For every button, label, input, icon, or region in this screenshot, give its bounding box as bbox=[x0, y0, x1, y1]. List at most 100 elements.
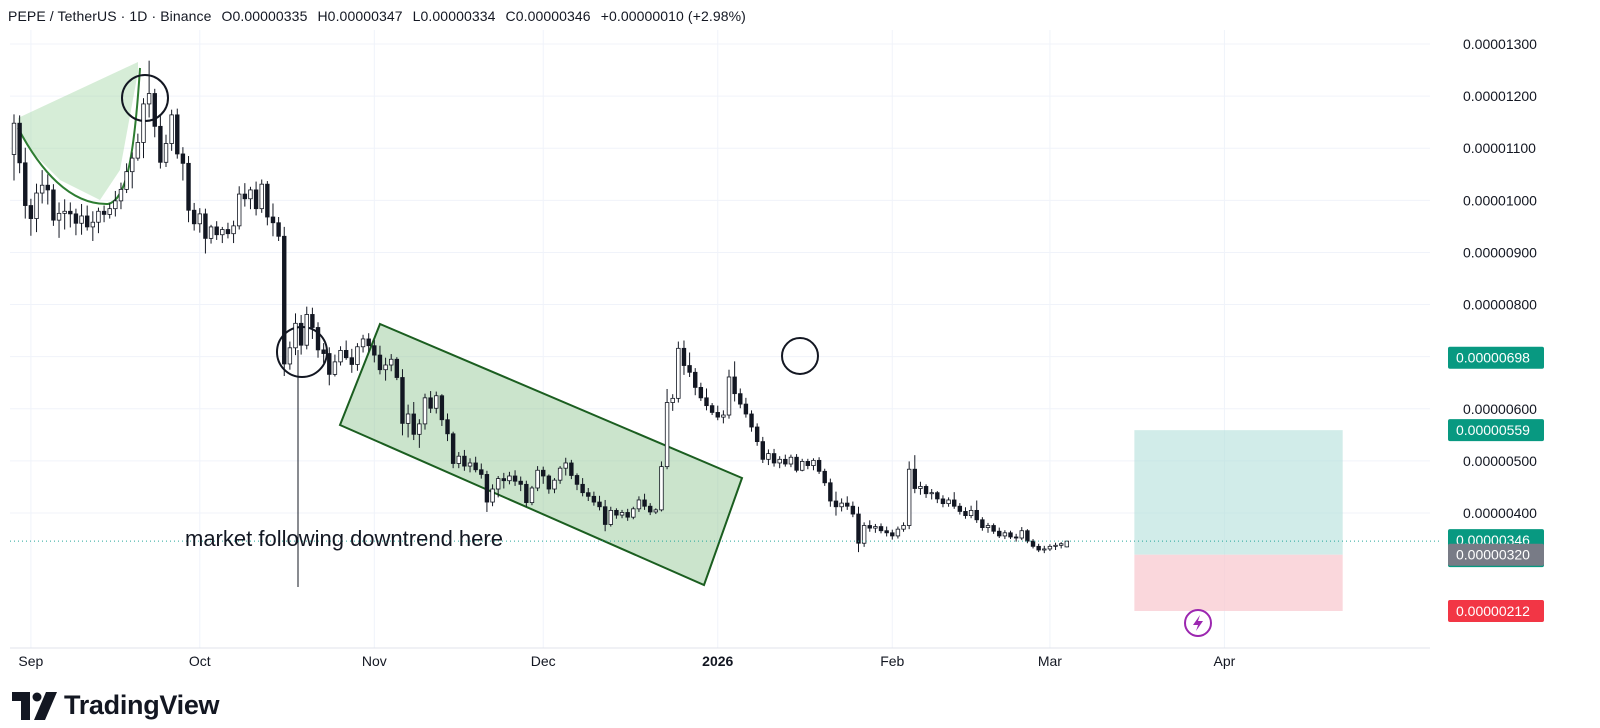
candle bbox=[771, 448, 777, 467]
candle-body bbox=[1053, 544, 1058, 547]
candle-body bbox=[366, 338, 371, 347]
candle bbox=[298, 314, 304, 355]
candle bbox=[721, 410, 726, 424]
candle bbox=[287, 341, 293, 370]
candle bbox=[456, 452, 461, 469]
candle bbox=[963, 507, 968, 519]
candle-body bbox=[946, 499, 951, 505]
candle bbox=[597, 495, 602, 511]
candle-body bbox=[484, 474, 490, 503]
candle bbox=[411, 402, 416, 441]
change-value: +0.00000010 (+2.98%) bbox=[600, 8, 746, 24]
candle-body bbox=[56, 212, 62, 221]
candle-body bbox=[405, 413, 411, 424]
candle bbox=[259, 179, 264, 213]
candle-body bbox=[242, 193, 248, 200]
candle-body bbox=[1064, 540, 1070, 548]
candle-body bbox=[265, 183, 270, 218]
candle bbox=[113, 190, 118, 217]
candle bbox=[670, 394, 675, 411]
candle bbox=[220, 226, 225, 244]
candle-body bbox=[1036, 545, 1041, 551]
candle-body bbox=[73, 213, 79, 224]
price-tag-label: 0.00000212 bbox=[1456, 603, 1530, 619]
candle bbox=[248, 186, 253, 210]
time-axis[interactable]: Sep Oct Nov Dec 2026 Feb Mar Apr bbox=[18, 653, 1235, 669]
symbol-label[interactable]: PEPE / TetherUS · 1D · Binance bbox=[8, 8, 212, 24]
chart-frame[interactable]: market following downtrend here 0.000013… bbox=[0, 0, 1600, 680]
candle bbox=[726, 369, 732, 419]
open-value: O0.00000335 bbox=[221, 8, 308, 24]
candle-body bbox=[721, 414, 726, 418]
candle bbox=[439, 394, 445, 426]
candle bbox=[569, 459, 574, 480]
candle bbox=[974, 500, 979, 523]
loss-zone[interactable] bbox=[1134, 554, 1343, 611]
candle-body bbox=[349, 357, 354, 365]
candle-body bbox=[394, 358, 400, 378]
candle bbox=[512, 470, 518, 486]
candle bbox=[158, 115, 163, 169]
lightning-icon[interactable] bbox=[1184, 609, 1212, 637]
marker-circle[interactable] bbox=[781, 337, 819, 375]
candle-body bbox=[749, 413, 754, 428]
candle bbox=[839, 498, 844, 512]
candle-body bbox=[935, 492, 940, 500]
candle bbox=[681, 340, 687, 375]
candle bbox=[39, 170, 45, 204]
tradingview-logo[interactable]: TradingView bbox=[12, 690, 220, 721]
candle bbox=[777, 456, 782, 469]
candle bbox=[715, 405, 720, 421]
candle bbox=[1002, 530, 1008, 540]
time-tick-label: Dec bbox=[531, 653, 556, 669]
candle-body bbox=[310, 314, 315, 328]
candle-body bbox=[597, 501, 602, 508]
position-zone[interactable] bbox=[1134, 430, 1343, 611]
candle-body bbox=[434, 395, 439, 409]
candle-body bbox=[39, 184, 45, 194]
profit-zone[interactable] bbox=[1134, 430, 1343, 555]
candle-body bbox=[923, 486, 929, 495]
price-tick-label: 0.00000800 bbox=[1463, 297, 1537, 313]
price-axis[interactable]: 0.00001300 0.00001200 0.00001100 0.00001000… bbox=[1463, 36, 1537, 521]
candle bbox=[968, 505, 974, 519]
symbol-legend: PEPE / TetherUS · 1D · Binance O0.000003… bbox=[8, 8, 752, 24]
candle bbox=[997, 527, 1002, 539]
cup-curve-line[interactable] bbox=[17, 67, 141, 206]
candle bbox=[794, 454, 799, 473]
cup-pattern-shape[interactable] bbox=[18, 62, 138, 200]
candle bbox=[282, 226, 287, 376]
candle bbox=[394, 357, 400, 381]
candle bbox=[625, 508, 630, 521]
candle bbox=[901, 522, 906, 532]
candle-body bbox=[777, 458, 782, 464]
candle-body bbox=[445, 419, 450, 435]
candle bbox=[856, 506, 861, 553]
candle-body bbox=[332, 361, 338, 375]
candle-body bbox=[901, 525, 906, 530]
candle bbox=[788, 454, 794, 468]
candle-body bbox=[1013, 536, 1019, 539]
annotation-text[interactable]: market following downtrend here bbox=[185, 526, 503, 551]
candle bbox=[614, 508, 619, 519]
price-chart[interactable]: market following downtrend here 0.000013… bbox=[0, 0, 1600, 680]
time-tick-label: Feb bbox=[880, 653, 904, 669]
candle bbox=[349, 348, 354, 373]
candle-body bbox=[698, 387, 704, 399]
candle bbox=[343, 340, 349, 360]
candle-body bbox=[118, 188, 124, 202]
candle-body bbox=[236, 193, 242, 227]
candle-body bbox=[670, 397, 675, 403]
downtrend-channel[interactable] bbox=[338, 322, 744, 587]
candle bbox=[1013, 533, 1019, 542]
candle-body bbox=[180, 153, 186, 164]
price-tag: 0.00000698 bbox=[1448, 346, 1544, 369]
candle-body bbox=[467, 462, 473, 467]
candle-body bbox=[96, 210, 101, 223]
candle bbox=[546, 474, 552, 494]
candle bbox=[732, 361, 737, 402]
candle bbox=[754, 423, 760, 446]
candle-body bbox=[715, 412, 720, 418]
price-tag-box bbox=[1448, 419, 1544, 442]
candle-body bbox=[298, 322, 304, 346]
